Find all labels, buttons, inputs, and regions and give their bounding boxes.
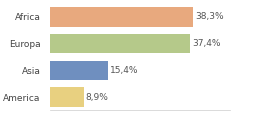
Text: 8,9%: 8,9% <box>85 93 108 102</box>
Text: 37,4%: 37,4% <box>192 39 220 48</box>
Text: 15,4%: 15,4% <box>110 66 138 75</box>
Bar <box>50 7 193 27</box>
Bar <box>50 34 190 53</box>
Bar <box>50 87 84 107</box>
Text: 38,3%: 38,3% <box>195 12 224 21</box>
Bar <box>50 61 108 80</box>
